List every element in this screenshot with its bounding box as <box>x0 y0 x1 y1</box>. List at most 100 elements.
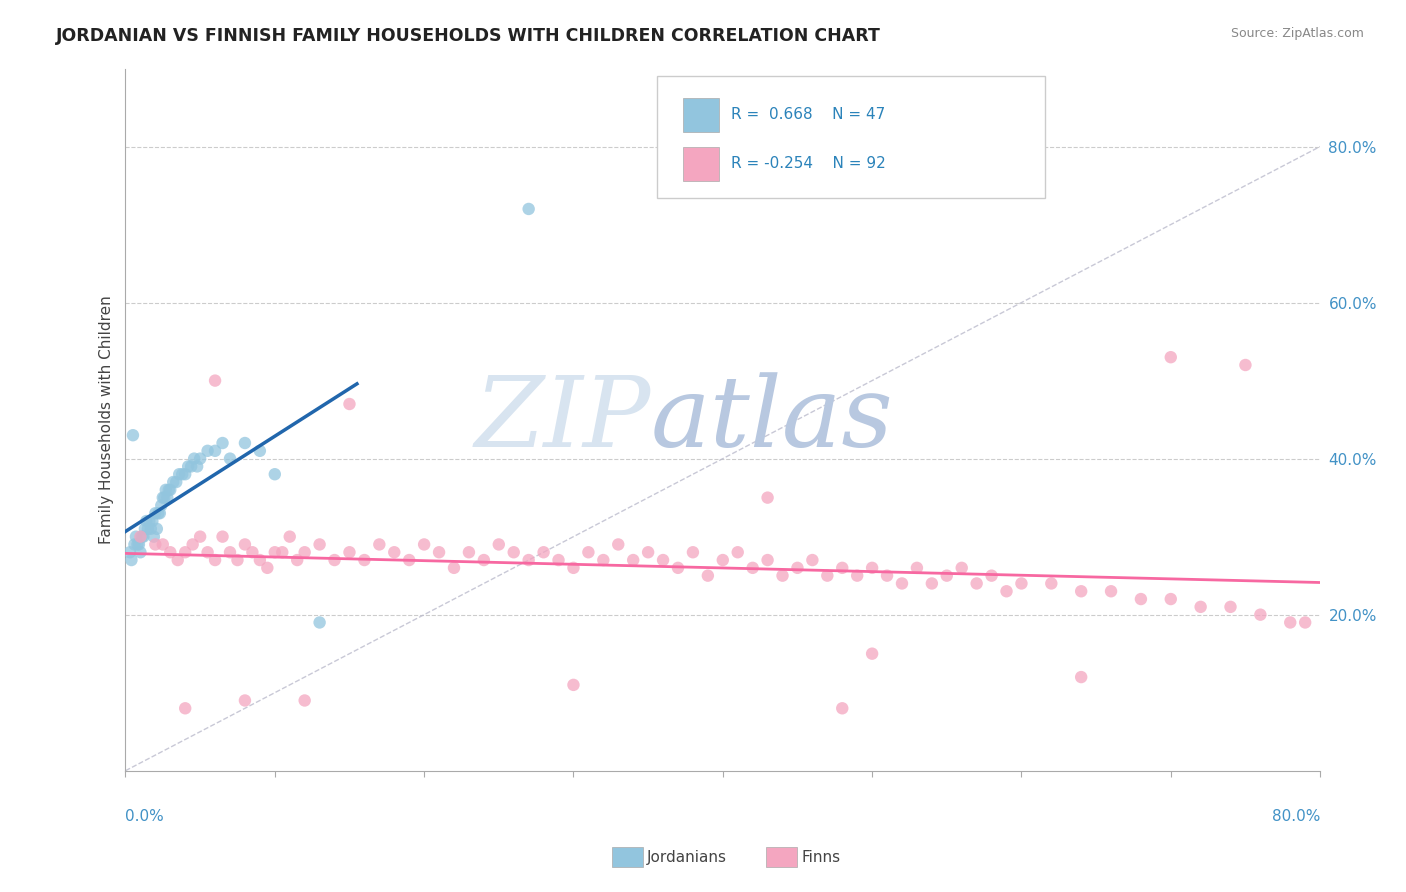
Point <box>921 576 943 591</box>
Point <box>1234 358 1257 372</box>
Point <box>122 428 145 442</box>
Point <box>666 561 689 575</box>
Point <box>242 545 264 559</box>
Point <box>621 553 644 567</box>
Point <box>167 467 190 482</box>
Point <box>118 545 141 559</box>
Text: R = -0.254    N = 92: R = -0.254 N = 92 <box>731 156 886 171</box>
Point <box>211 436 233 450</box>
Point <box>125 530 148 544</box>
Point <box>188 530 211 544</box>
Point <box>339 397 361 411</box>
Point <box>756 491 779 505</box>
Point <box>249 553 271 567</box>
Point <box>935 568 957 582</box>
Point <box>1040 576 1063 591</box>
Point <box>772 568 794 582</box>
Point <box>860 561 883 575</box>
Point <box>278 530 301 544</box>
Point <box>533 545 555 559</box>
Point <box>197 545 219 559</box>
Point <box>159 545 181 559</box>
Text: JORDANIAN VS FINNISH FAMILY HOUSEHOLDS WITH CHILDREN CORRELATION CHART: JORDANIAN VS FINNISH FAMILY HOUSEHOLDS W… <box>56 27 882 45</box>
Point <box>135 514 157 528</box>
Point <box>204 443 226 458</box>
Point <box>517 202 540 216</box>
Point <box>308 537 330 551</box>
Point <box>134 522 156 536</box>
Point <box>174 467 197 482</box>
Point <box>142 530 165 544</box>
Point <box>263 467 285 482</box>
Text: 80.0%: 80.0% <box>1272 809 1320 824</box>
Point <box>652 553 675 567</box>
Point <box>1160 350 1182 364</box>
Point <box>143 506 166 520</box>
Point <box>562 678 585 692</box>
Point <box>995 584 1018 599</box>
Point <box>682 545 704 559</box>
Point <box>1219 599 1241 614</box>
Point <box>249 443 271 458</box>
Point <box>146 522 169 536</box>
Y-axis label: Family Households with Children: Family Households with Children <box>100 295 114 544</box>
Point <box>576 545 599 559</box>
Point <box>368 537 391 551</box>
Point <box>149 506 172 520</box>
Point <box>382 545 405 559</box>
Text: Finns: Finns <box>801 850 841 864</box>
Point <box>815 568 838 582</box>
Point <box>150 499 173 513</box>
Point <box>711 553 734 567</box>
Point <box>831 701 853 715</box>
Point <box>443 561 465 575</box>
Point <box>980 568 1002 582</box>
Point <box>472 553 495 567</box>
Point <box>1249 607 1271 622</box>
Point <box>786 561 808 575</box>
Point <box>966 576 988 591</box>
Point <box>1189 599 1212 614</box>
Point <box>353 553 375 567</box>
Point <box>127 537 149 551</box>
Point <box>153 491 176 505</box>
Point <box>950 561 973 575</box>
Point <box>183 451 205 466</box>
Bar <box>683 98 720 131</box>
Point <box>188 451 211 466</box>
Point <box>136 522 159 536</box>
Point <box>138 514 160 528</box>
Point <box>308 615 330 630</box>
Point <box>233 693 256 707</box>
Point <box>174 701 197 715</box>
Point <box>152 537 174 551</box>
Text: R =  0.668    N = 47: R = 0.668 N = 47 <box>731 107 886 122</box>
Point <box>876 568 898 582</box>
Point <box>1160 592 1182 607</box>
Point <box>398 553 420 567</box>
Point <box>219 451 242 466</box>
Point <box>152 491 174 505</box>
Point <box>488 537 510 551</box>
Point <box>846 568 869 582</box>
Point <box>1294 615 1316 630</box>
Point <box>502 545 524 559</box>
Point <box>831 561 853 575</box>
Point <box>172 467 194 482</box>
Text: Jordanians: Jordanians <box>647 850 727 864</box>
Point <box>801 553 824 567</box>
Point <box>128 537 150 551</box>
Text: ZIP: ZIP <box>475 372 651 467</box>
Point <box>211 530 233 544</box>
Point <box>124 537 146 551</box>
Point <box>129 545 152 559</box>
Point <box>204 553 226 567</box>
Point <box>186 459 208 474</box>
Point <box>155 483 177 497</box>
Point <box>427 545 450 559</box>
Point <box>181 537 204 551</box>
Point <box>517 553 540 567</box>
Point <box>271 545 294 559</box>
Point <box>458 545 481 559</box>
Point <box>592 553 614 567</box>
